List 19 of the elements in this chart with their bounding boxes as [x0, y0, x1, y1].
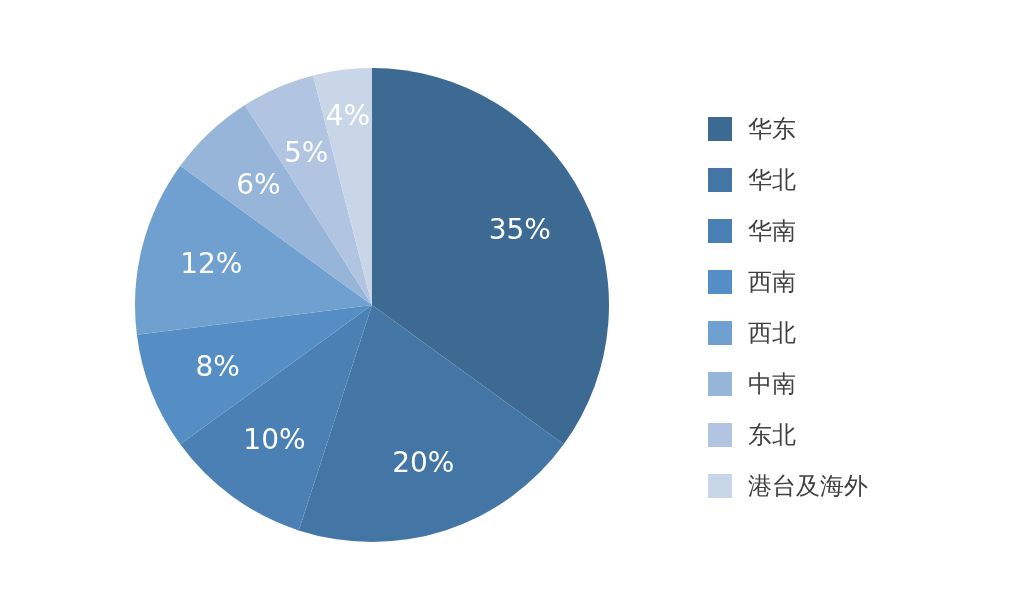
legend-label: 港台及海外	[748, 470, 868, 502]
legend-label: 中南	[748, 368, 796, 400]
data-label: 8%	[195, 349, 240, 383]
legend-label: 华南	[748, 215, 796, 247]
legend-label: 华东	[748, 113, 796, 145]
pie-slice	[180, 305, 372, 531]
data-label: 5%	[283, 136, 329, 170]
legend-label: 东北	[748, 419, 796, 451]
data-label: 20%	[392, 446, 455, 480]
data-label: 35%	[488, 213, 551, 247]
data-label: 6%	[236, 167, 281, 201]
data-label: 10%	[243, 422, 306, 456]
pie-slice	[372, 68, 609, 445]
pie-slice	[135, 165, 372, 335]
pie-slice	[180, 104, 372, 305]
legend-label: 西南	[748, 266, 796, 298]
legend-label: 华北	[748, 164, 796, 196]
legend-label: 西北	[748, 317, 796, 349]
data-label: 12%	[180, 247, 243, 281]
